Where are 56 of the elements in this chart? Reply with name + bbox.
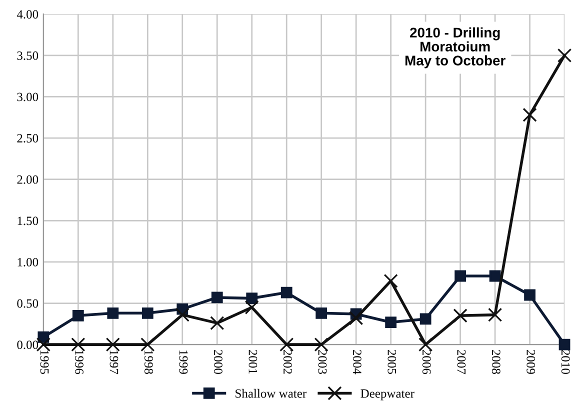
y-tick-label: 4.00 (16, 10, 38, 19)
point (384, 274, 398, 288)
point (210, 316, 224, 330)
point (489, 270, 501, 282)
x-tick-label: 2004 (352, 350, 362, 374)
y-tick-label: 1.00 (18, 258, 38, 266)
point (280, 337, 294, 352)
x-tick-label: 2000 (214, 350, 222, 374)
point (454, 270, 466, 282)
x-tick-label: 2007 (457, 350, 466, 374)
y-tick-label: 0.00 (17, 340, 38, 350)
point (418, 337, 433, 352)
x-tick-label: 2010 (561, 350, 570, 374)
y-tick-label: 3.00 (17, 92, 38, 102)
x-tick-label: 2005 (388, 350, 396, 374)
point (385, 316, 397, 328)
x-tick-label: 1997 (110, 350, 118, 374)
point (420, 313, 432, 325)
point (140, 337, 155, 352)
point (524, 289, 536, 301)
x-tick-label: 1998 (144, 350, 153, 374)
x-tick-label: 1996 (75, 350, 84, 374)
point (107, 307, 119, 319)
x-tick-label: 2009 (526, 350, 536, 374)
y-tick-label: 2.50 (17, 134, 38, 143)
y-tick-label: 0.50 (17, 299, 38, 308)
point (558, 338, 570, 350)
point (314, 337, 328, 352)
point (72, 310, 84, 322)
x-tick-label: 1999 (179, 350, 188, 374)
x-tick-label: 2001 (248, 350, 258, 374)
point (349, 311, 364, 326)
point (453, 308, 468, 323)
annotation: 2010 - Drilling Moratoium May to October (405, 27, 506, 68)
point (71, 337, 86, 352)
point (316, 307, 328, 319)
point (175, 308, 190, 322)
y-tick-label: 1.50 (18, 216, 38, 226)
x-tick-label: 2003 (318, 350, 327, 374)
point (244, 300, 259, 314)
x-tick-label: 2006 (422, 350, 431, 374)
x-tick-label: 2008 (492, 350, 500, 374)
point (488, 308, 502, 322)
point (106, 337, 120, 352)
point (211, 292, 223, 304)
y-tick-label: 3.50 (17, 51, 38, 60)
x-tick-label: 1995 (40, 350, 49, 374)
point (246, 292, 258, 304)
point (522, 108, 537, 122)
x-tick-label: 2002 (283, 350, 292, 374)
point (142, 307, 154, 319)
y-tick-label: 2.00 (17, 175, 38, 184)
point (557, 48, 572, 62)
legend-label: Deepwater (360, 389, 414, 400)
point (280, 286, 292, 298)
legend-label: Shallow water (236, 388, 306, 398)
